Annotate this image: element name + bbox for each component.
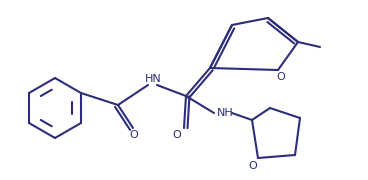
Text: O: O — [277, 72, 285, 82]
Text: O: O — [130, 130, 138, 140]
Text: NH: NH — [217, 108, 233, 118]
Text: O: O — [173, 130, 181, 140]
Text: O: O — [249, 161, 257, 171]
Text: HN: HN — [145, 74, 162, 84]
